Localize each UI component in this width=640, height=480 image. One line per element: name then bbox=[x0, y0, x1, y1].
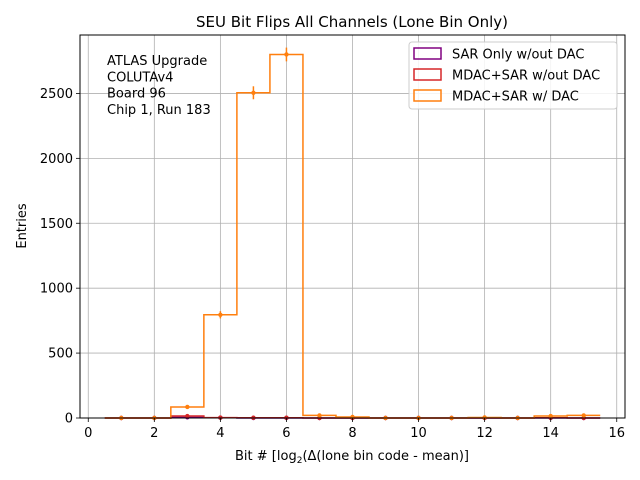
legend-swatch bbox=[413, 68, 442, 81]
legend: SAR Only w/out DAC MDAC+SAR w/out DAC MDAC… bbox=[408, 41, 618, 110]
y-axis-title: Entries bbox=[15, 203, 30, 249]
annotation-line: COLUTAv4 bbox=[107, 70, 173, 85]
x-tick-label: 14 bbox=[542, 426, 559, 441]
x-tick-label: 8 bbox=[348, 426, 356, 441]
x-tick-label: 6 bbox=[282, 426, 290, 441]
data-point bbox=[284, 52, 289, 57]
y-tick-label: 1500 bbox=[40, 217, 73, 232]
data-point bbox=[218, 312, 223, 317]
chart-title: SEU Bit Flips All Channels (Lone Bin Onl… bbox=[196, 13, 508, 31]
data-point bbox=[185, 413, 190, 419]
y-tick-label: 500 bbox=[48, 347, 73, 362]
data-point bbox=[251, 90, 256, 95]
x-tick-label: 16 bbox=[608, 426, 625, 441]
y-tick-label: 0 bbox=[65, 412, 73, 427]
annotation-line: Board 96 bbox=[107, 87, 166, 102]
annotation-line: ATLAS Upgrade bbox=[107, 54, 207, 69]
legend-swatch bbox=[413, 47, 442, 60]
legend-swatch bbox=[413, 89, 442, 102]
annotation-line: Chip 1, Run 183 bbox=[107, 103, 211, 118]
legend-label: SAR Only w/out DAC bbox=[452, 48, 584, 63]
y-tick-label: 2000 bbox=[40, 152, 73, 167]
legend-label: MDAC+SAR w/ DAC bbox=[452, 90, 579, 105]
x-tick-label: 12 bbox=[476, 426, 493, 441]
data-point bbox=[581, 413, 586, 418]
legend-box bbox=[408, 41, 618, 110]
data-point bbox=[185, 404, 190, 410]
y-axis: 0 500 1000 1500 2000 2500 bbox=[40, 87, 80, 427]
data-point bbox=[317, 413, 322, 418]
x-axis: 0 2 4 6 8 10 12 14 16 bbox=[84, 418, 625, 441]
data-point bbox=[482, 415, 487, 420]
x-tick-label: 10 bbox=[410, 426, 427, 441]
legend-label: MDAC+SAR w/out DAC bbox=[452, 69, 600, 84]
x-tick-label: 4 bbox=[216, 426, 224, 441]
data-point bbox=[548, 413, 553, 419]
x-tick-label: 2 bbox=[150, 426, 158, 441]
y-tick-label: 1000 bbox=[40, 282, 73, 297]
x-tick-label: 0 bbox=[84, 426, 92, 441]
y-tick-label: 2500 bbox=[40, 87, 73, 102]
x-axis-title: Bit # [log2(Δ(lone bin code - mean)] bbox=[235, 449, 469, 466]
